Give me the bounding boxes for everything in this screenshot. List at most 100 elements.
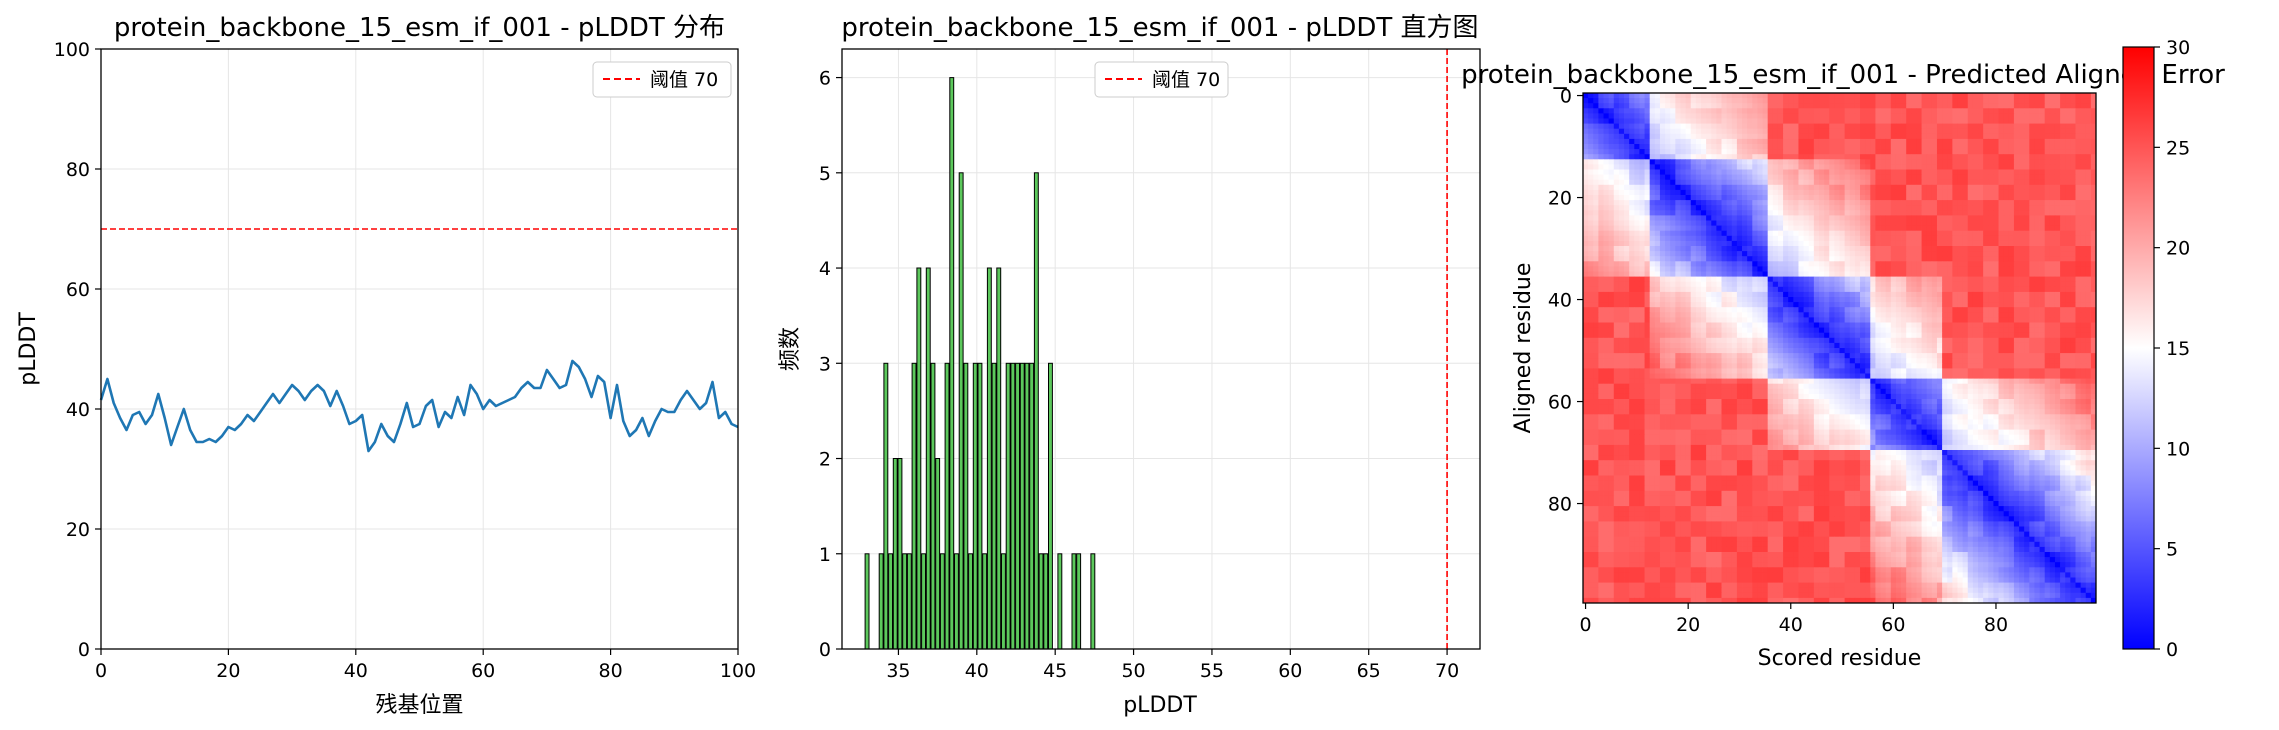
heatmap-cell — [2044, 256, 2051, 262]
heatmap-cell — [1931, 164, 1938, 170]
heatmap-cell — [1829, 164, 1835, 170]
heatmap-cell — [1583, 297, 1589, 303]
heatmap-cell — [1700, 174, 1707, 181]
heatmap-cell — [1762, 113, 1769, 119]
heatmap-cell — [1742, 215, 1748, 221]
heatmap-cell — [1993, 261, 1999, 267]
heatmap-cell — [1793, 93, 1799, 99]
heatmap-cell — [1593, 108, 1599, 114]
heatmap-cell — [1880, 154, 1887, 160]
heatmap-cell — [1808, 103, 1815, 109]
heatmap-cell — [2019, 154, 2025, 160]
heatmap-cell — [1731, 322, 1738, 328]
heatmap-cell — [2065, 286, 2071, 293]
heatmap-cell — [1618, 133, 1625, 140]
heatmap-cell — [1747, 235, 1753, 242]
heatmap-cell — [1726, 103, 1733, 109]
heatmap-cell — [1824, 128, 1830, 135]
heatmap-cell — [1783, 220, 1789, 226]
heatmap-cell — [1762, 138, 1769, 145]
heatmap-cell — [1690, 189, 1697, 196]
heatmap-cell — [1736, 138, 1743, 145]
heatmap-cell — [1947, 215, 1953, 221]
heatmap-cell — [1906, 246, 1912, 252]
heatmap-cell — [1685, 210, 1692, 216]
heatmap-cell — [2008, 281, 2015, 288]
heatmap-cell — [1967, 164, 1974, 170]
heatmap-cell — [2080, 118, 2087, 124]
heatmap-cell — [1613, 286, 1620, 293]
heatmap-cell — [1860, 164, 1866, 170]
heatmap-cell — [1849, 159, 1856, 165]
heatmap-cell — [1824, 225, 1830, 232]
heatmap-cell — [1926, 322, 1933, 328]
heatmap-cell — [1967, 302, 1974, 308]
heatmap-cell — [2060, 240, 2066, 247]
heatmap-cell — [1618, 215, 1625, 221]
heatmap-cell — [2060, 123, 2066, 130]
heatmap-cell — [1618, 128, 1625, 135]
heatmap-cell — [1834, 128, 1840, 135]
heatmap-cell — [1618, 281, 1625, 288]
heatmap-cell — [1726, 246, 1733, 252]
heatmap-cell — [1583, 138, 1589, 145]
heatmap-cell — [2003, 276, 2010, 283]
heatmap-cell — [1895, 200, 1902, 206]
heatmap-cell — [1875, 205, 1881, 211]
heatmap-cell — [1598, 195, 1604, 201]
heatmap-cell — [1757, 108, 1763, 114]
heatmap-cell — [1993, 144, 1999, 150]
heatmap-cell — [1813, 93, 1820, 99]
heatmap-cell — [1788, 327, 1794, 334]
heatmap-cell — [2049, 276, 2056, 283]
heatmap-cell — [1967, 159, 1974, 165]
heatmap-cell — [1988, 103, 1994, 109]
heatmap-cell — [1860, 159, 1866, 165]
heatmap-cell — [1726, 261, 1733, 267]
heatmap-cell — [1777, 271, 1784, 277]
heatmap-cell — [1818, 251, 1825, 257]
heatmap-cell — [1654, 108, 1661, 114]
heatmap-cell — [1700, 98, 1707, 104]
heatmap-cell — [1772, 332, 1779, 339]
heatmap-cell — [1767, 174, 1774, 181]
heatmap-cell — [1983, 133, 1989, 140]
heatmap-cell — [1742, 195, 1748, 201]
heatmap-cell — [1967, 307, 1974, 313]
heatmap-cell — [1680, 271, 1686, 277]
heatmap-cell — [1588, 200, 1594, 206]
heatmap-cell — [1798, 189, 1804, 196]
heatmap-cell — [1926, 302, 1933, 308]
heatmap-cell — [2024, 108, 2030, 114]
heatmap-cell — [1875, 327, 1881, 334]
heatmap-cell — [1659, 195, 1666, 201]
heatmap-cell — [2013, 179, 2020, 186]
heatmap-cell — [1639, 113, 1645, 119]
heatmap-cell — [1736, 230, 1743, 237]
heatmap-cell — [1736, 205, 1743, 211]
heatmap-cell — [1736, 281, 1743, 288]
heatmap-cell — [2003, 220, 2010, 226]
heatmap-cell — [2003, 240, 2010, 247]
heatmap-cell — [1726, 184, 1733, 191]
heatmap-cell — [1665, 128, 1671, 135]
heatmap-cell — [1983, 302, 1989, 308]
heatmap-cell — [1747, 154, 1753, 160]
heatmap-cell — [1629, 159, 1635, 165]
heatmap-cell — [1798, 225, 1804, 232]
heatmap-cell — [1659, 307, 1666, 313]
heatmap-cell — [1834, 297, 1840, 303]
heatmap-cell — [1788, 302, 1794, 308]
heatmap-cell — [1736, 261, 1743, 267]
heatmap-cell — [1957, 327, 1964, 334]
heatmap-cell — [1583, 210, 1589, 216]
heatmap-cell — [1634, 154, 1640, 160]
heatmap-cell — [2034, 261, 2040, 267]
heatmap-cell — [1685, 240, 1692, 247]
heatmap-cell — [1983, 149, 1989, 155]
heatmap-cell — [1588, 327, 1594, 334]
heatmap-cell — [1998, 322, 2005, 328]
heatmap-cell — [1993, 159, 1999, 165]
heatmap-cell — [2029, 195, 2035, 201]
heatmap-cell — [1649, 302, 1656, 308]
